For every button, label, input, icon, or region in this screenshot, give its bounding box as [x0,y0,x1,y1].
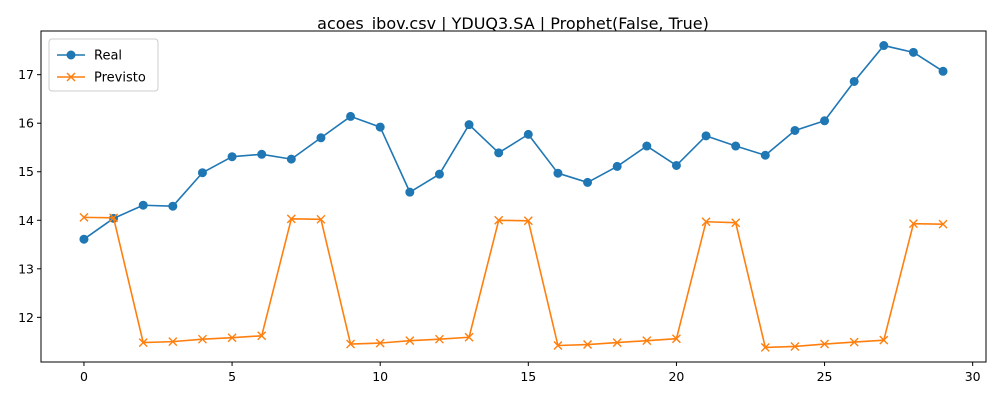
data-point-previsto-22 [731,218,741,228]
x-tick-label: 0 [80,369,88,384]
data-point-previsto-16 [553,341,563,350]
axes-layer: 0 5 10 15 20 25 30 12 13 14 15 16 17 [18,30,987,384]
data-point-previsto-28 [908,219,918,229]
legend-marker-real [66,50,76,60]
data-point-previsto-29 [938,219,948,229]
axes-frame [40,30,987,363]
x-tick-label: 5 [228,369,236,384]
data-point-previsto-23 [760,342,770,352]
data-point-previsto-13 [464,332,474,342]
data-point-real-15 [523,129,533,139]
data-point-previsto-4 [197,334,207,344]
data-point-real-5 [227,152,237,162]
x-tick-label: 20 [668,369,684,384]
data-point-real-3 [168,201,178,211]
data-point-real-21 [701,131,711,141]
data-point-previsto-7 [286,214,296,224]
data-point-real-29 [938,66,948,76]
data-point-previsto-25 [820,339,830,349]
data-point-previsto-15 [523,216,533,226]
data-point-previsto-0 [79,212,89,222]
data-point-real-10 [375,122,385,132]
data-point-previsto-17 [583,340,593,350]
data-point-previsto-6 [257,331,267,341]
series-layer [79,41,948,352]
x-tick-label: 15 [520,369,536,384]
data-point-real-17 [583,177,593,187]
data-point-previsto-8 [316,214,326,224]
legend-marker-previsto [66,72,76,82]
series-line-previsto [83,216,944,349]
data-point-real-14 [494,148,504,158]
x-tick-label: 10 [372,369,388,384]
data-point-previsto-27 [879,335,889,345]
data-point-real-8 [316,133,326,143]
series-line-real [83,44,944,240]
data-point-real-25 [820,116,830,126]
data-point-previsto-12 [434,334,444,344]
data-point-real-11 [405,187,415,197]
data-point-real-4 [197,168,207,178]
data-point-previsto-18 [612,338,622,348]
plot-area [41,31,986,362]
data-point-previsto-26 [849,337,859,347]
data-point-previsto-21 [701,217,711,227]
y-tick-label: 17 [18,67,34,82]
y-tick-label: 14 [18,213,34,228]
legend-label-real: Real [94,49,122,64]
data-point-previsto-2 [138,338,148,348]
x-tick-label: 30 [965,369,981,384]
data-point-real-26 [849,76,859,86]
data-point-previsto-10 [375,338,385,348]
data-point-real-18 [612,161,622,171]
y-tick-label: 12 [18,310,34,325]
chart-title: acoes_ibov.csv | YDUQ3.SA | Prophet(Fals… [317,14,709,34]
data-point-real-23 [760,150,770,160]
y-tick-label: 15 [18,164,34,179]
data-point-real-2 [138,200,148,210]
data-point-real-13 [464,120,474,130]
y-tick-label: 16 [18,116,34,131]
data-point-real-28 [908,47,918,57]
data-point-real-16 [553,168,563,178]
data-point-real-24 [790,125,800,135]
data-point-previsto-19 [642,336,652,346]
data-point-real-19 [642,141,652,151]
legend: Real Previsto [48,38,159,92]
data-point-previsto-11 [405,336,415,346]
data-point-real-20 [671,160,681,170]
data-point-previsto-9 [346,339,356,349]
data-point-previsto-20 [671,334,681,344]
legend-box [48,38,159,92]
data-point-real-0 [79,234,89,244]
data-point-previsto-3 [168,337,178,347]
data-point-previsto-24 [790,341,800,351]
data-point-previsto-14 [494,215,504,225]
data-point-real-12 [434,169,444,179]
legend-label-previsto: Previsto [94,71,146,86]
data-point-real-9 [346,111,356,121]
data-point-previsto-5 [227,333,237,343]
data-point-previsto-1 [109,213,119,223]
y-tick-label: 13 [18,261,34,276]
data-point-real-6 [257,149,267,159]
data-point-real-22 [731,141,741,151]
x-tick-label: 25 [817,369,833,384]
data-point-real-7 [286,154,296,164]
data-point-real-27 [879,41,889,51]
